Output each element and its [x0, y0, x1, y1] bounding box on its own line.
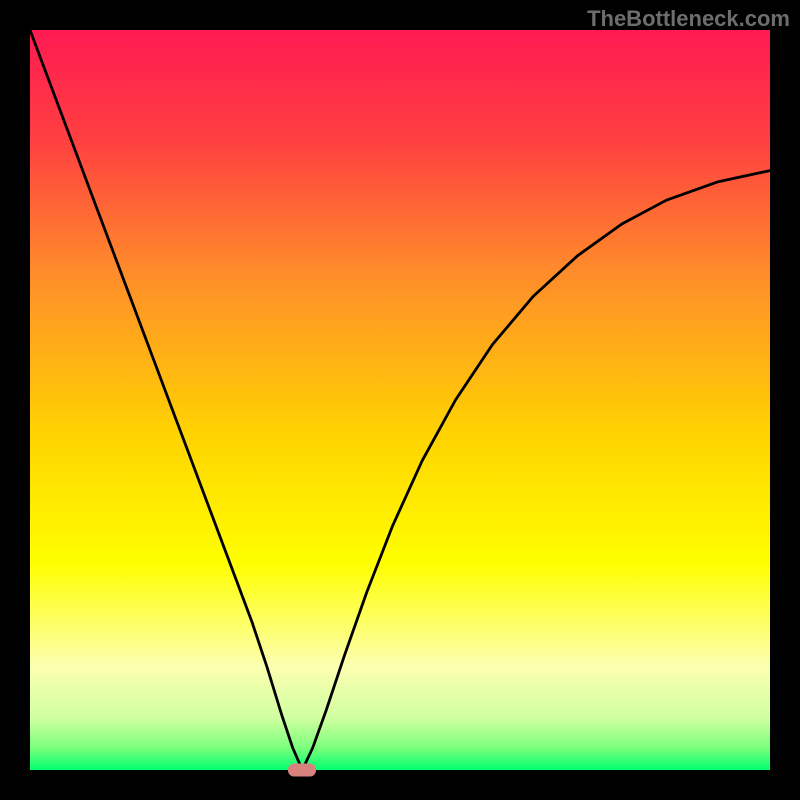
watermark-text: TheBottleneck.com [587, 6, 790, 32]
bottleneck-curve [30, 30, 770, 770]
plot-area [30, 30, 770, 770]
chart-container: TheBottleneck.com [0, 0, 800, 800]
curve-layer [30, 30, 770, 770]
minimum-marker [288, 764, 316, 777]
